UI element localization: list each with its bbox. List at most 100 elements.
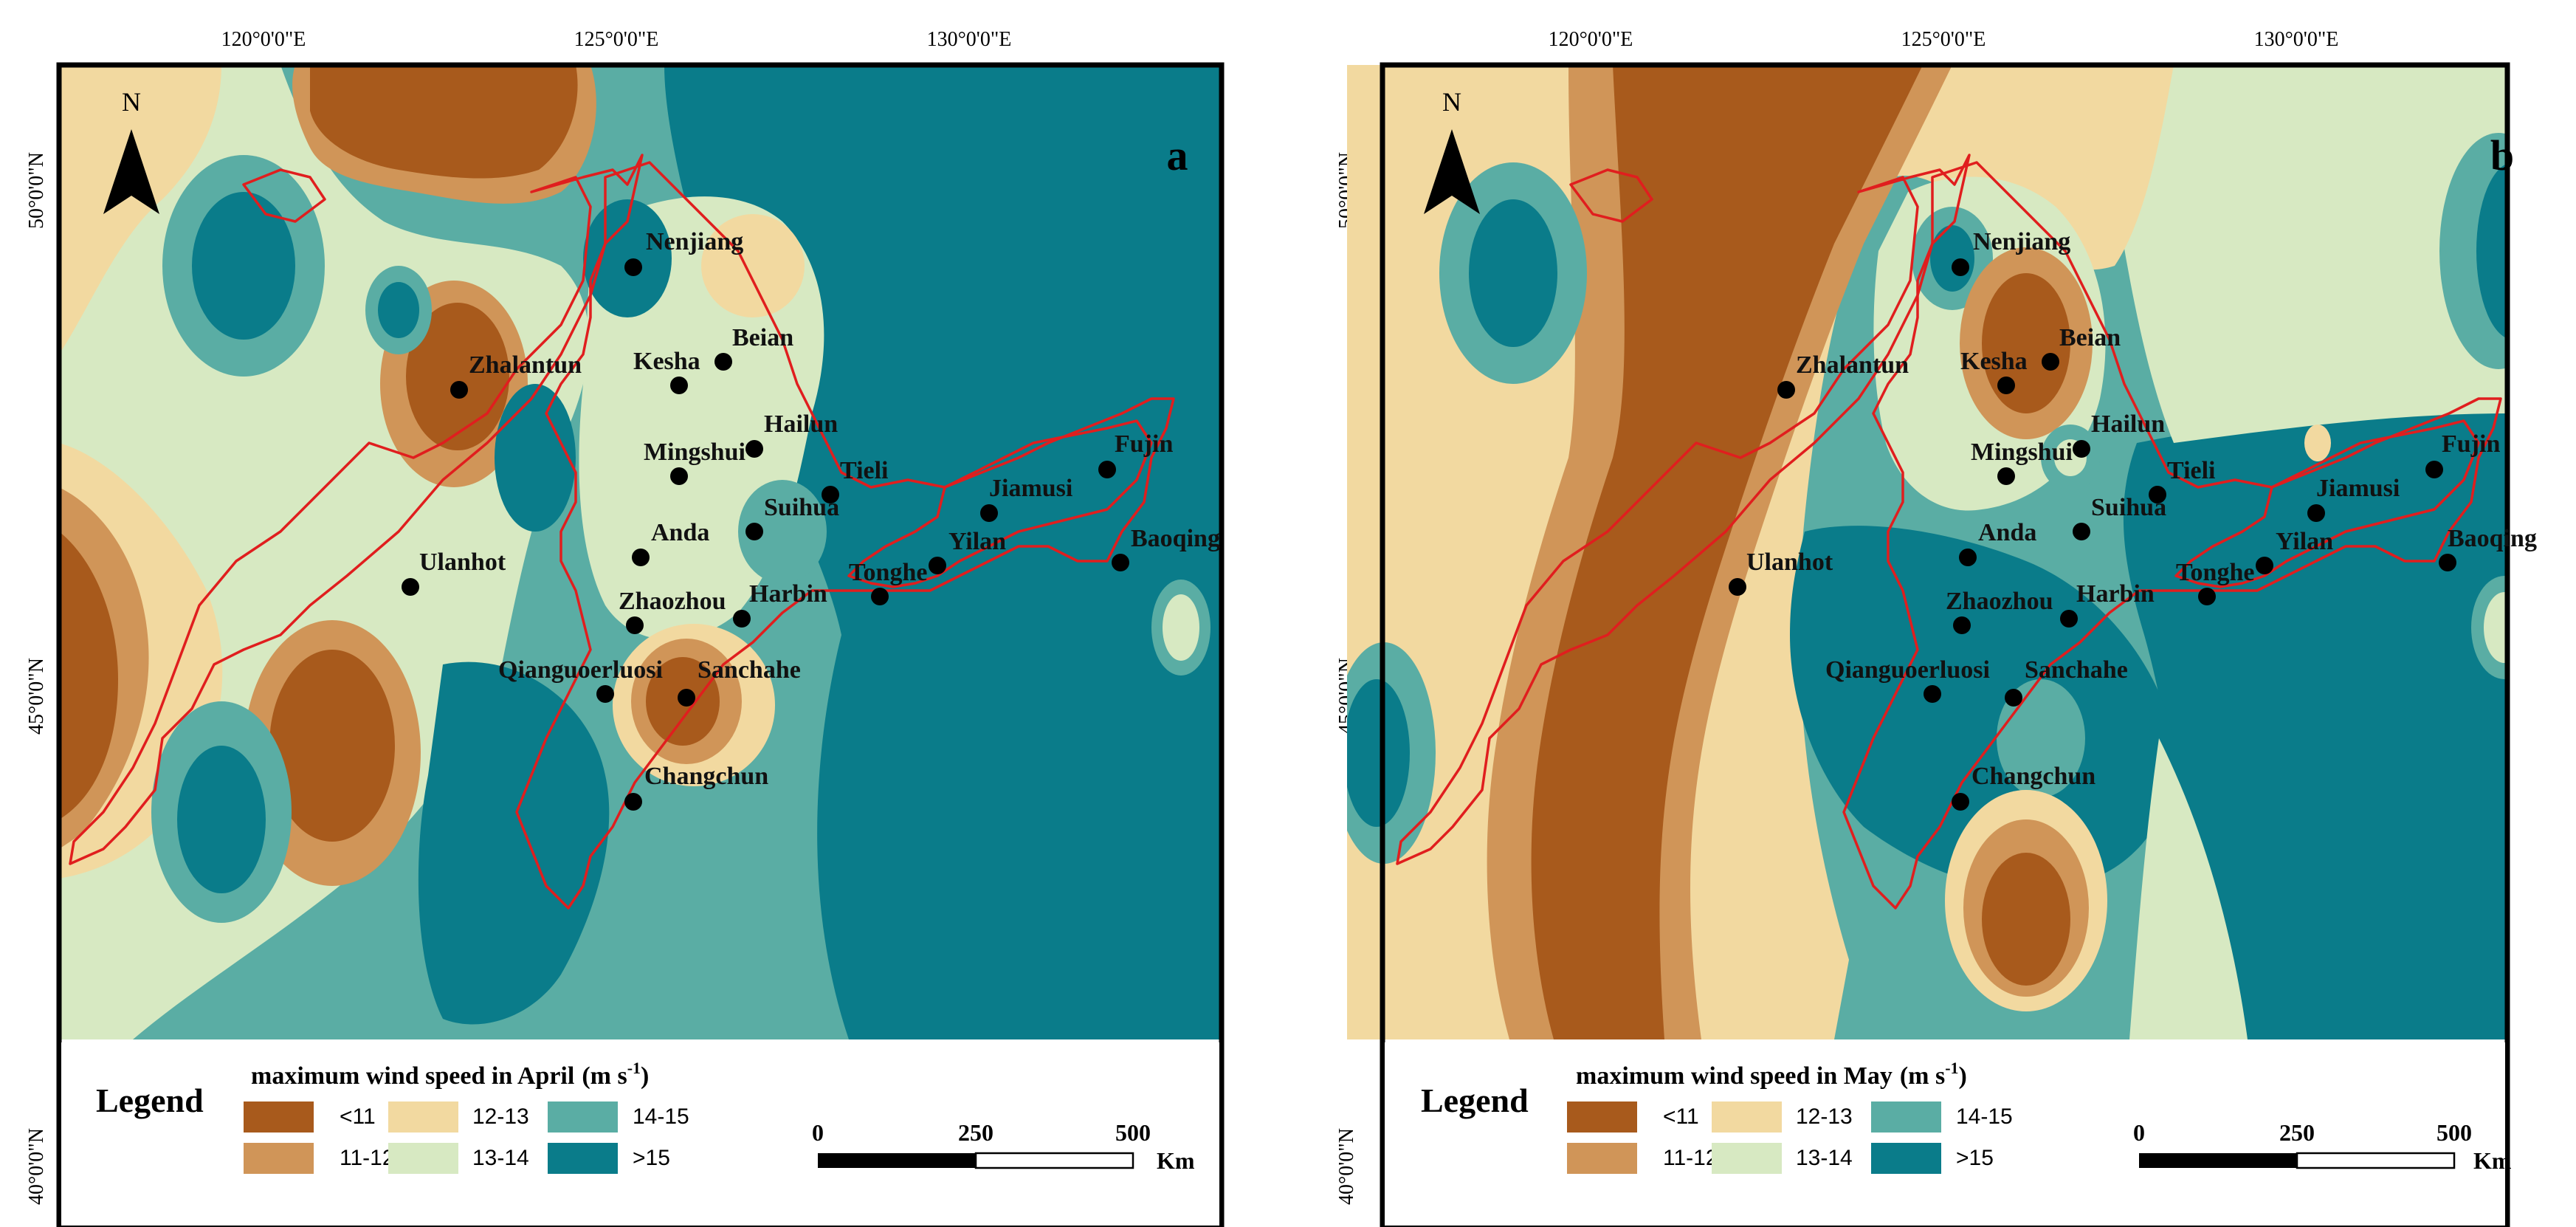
legend-swatch-12-13 — [1712, 1101, 1782, 1133]
city-label: Tieli — [2167, 457, 2216, 484]
city-marker — [1729, 578, 1746, 596]
legend-swatch-gt15 — [1871, 1143, 1941, 1174]
wind-surface-may — [1347, 65, 2510, 1039]
legend-swatch-gt15 — [548, 1143, 618, 1174]
city-marker — [2005, 689, 2022, 707]
legend-swatch-lt11 — [244, 1101, 314, 1133]
panel-letter: a — [1167, 131, 1188, 179]
legend-label: <11 — [340, 1104, 376, 1129]
city-marker — [1924, 685, 1941, 703]
city-marker — [2060, 610, 2078, 628]
city-label: Beian — [732, 324, 793, 351]
city-label: Changchun — [644, 763, 768, 790]
legend-label: 11-12 — [340, 1146, 395, 1170]
city-label: Qianguoerluosi — [1825, 656, 1990, 684]
city-label: Jiamusi — [2316, 475, 2400, 502]
city-label: Tieli — [840, 457, 889, 484]
legend-label: 14-15 — [633, 1104, 689, 1129]
city-label: Nenjiang — [646, 228, 743, 255]
city-label: Zhaozhou — [1946, 588, 2053, 615]
city-marker — [402, 578, 419, 596]
city-label: Hailun — [764, 410, 838, 438]
map-panel-may: 120°0'0"E 125°0'0"E 130°0'0"E 50°0'0"N 4… — [1288, 0, 2576, 1227]
city-marker — [2307, 504, 2325, 522]
legend-title: Legend — [96, 1082, 204, 1119]
city-marker — [1953, 616, 1971, 634]
svg-text:N: N — [1442, 87, 1461, 117]
city-label: Fujin — [1115, 430, 1173, 458]
city-label: Kesha — [633, 348, 700, 375]
svg-text:500: 500 — [2436, 1119, 2472, 1146]
city-marker — [2042, 353, 2059, 371]
city-marker — [678, 689, 695, 707]
city-label: Nenjiang — [1973, 228, 2070, 255]
legend-label: 12-13 — [472, 1104, 529, 1129]
svg-text:Km: Km — [1157, 1147, 1195, 1174]
city-label: Baoqing — [1131, 525, 1220, 552]
legend-label: 12-13 — [1796, 1104, 1853, 1129]
legend-title: Legend — [1421, 1082, 1529, 1119]
city-marker — [670, 377, 688, 394]
scale-bar: 0 250 500 Km — [812, 1119, 1195, 1174]
city-marker — [714, 353, 732, 371]
svg-text:250: 250 — [958, 1119, 993, 1146]
legend-label: >15 — [633, 1146, 670, 1170]
city-marker — [2073, 523, 2090, 540]
city-label: Ulanhot — [419, 549, 506, 576]
city-marker — [1952, 258, 1969, 276]
wind-surface-april — [59, 65, 1222, 1039]
panel-letter: b — [2490, 131, 2514, 179]
lon-tick-130: 130°0'0"E — [2254, 28, 2339, 51]
city-marker — [1997, 467, 2015, 485]
scale-bar: 0 250 500 Km — [2133, 1119, 2512, 1174]
legend-heading: maximum wind speed in April (m s-1) — [251, 1059, 649, 1090]
city-label: Harbin — [2076, 580, 2155, 608]
city-label: Zhalantun — [469, 351, 582, 379]
city-label: Baoqing — [2448, 525, 2537, 552]
city-label: Suihua — [2091, 494, 2166, 521]
north-arrow-icon: N — [1424, 87, 1480, 214]
city-marker — [1997, 377, 2015, 394]
legend-panel — [1385, 1042, 2505, 1226]
map-panel-april: 120°0'0"E 125°0'0"E 130°0'0"E 50°0'0"N 4… — [25, 28, 1225, 1227]
city-label: Tonghe — [2176, 559, 2254, 586]
city-label: Beian — [2059, 324, 2121, 351]
city-marker — [596, 685, 614, 703]
city-label: Anda — [1978, 519, 2036, 546]
city-marker — [871, 588, 889, 605]
city-label: Mingshui — [1971, 439, 2073, 466]
north-arrow-icon: N — [103, 87, 159, 214]
city-label: Qianguoerluosi — [498, 656, 663, 684]
city-label: Kesha — [1960, 348, 2028, 375]
lon-tick-125: 125°0'0"E — [1901, 28, 1986, 51]
city-marker — [1112, 554, 1129, 571]
city-marker — [2256, 557, 2273, 574]
lon-tick-120: 120°0'0"E — [1549, 28, 1633, 51]
lat-tick-40: 40°0'0"N — [25, 1128, 48, 1205]
svg-text:250: 250 — [2279, 1119, 2315, 1146]
legend-swatch-13-14 — [1712, 1143, 1782, 1174]
city-markers: Nenjiang Beian Kesha Zhalantun Hailun Mi… — [1729, 228, 2537, 811]
province-boundary — [69, 154, 1175, 910]
svg-text:0: 0 — [2133, 1119, 2145, 1146]
legend-swatch-11-12 — [244, 1143, 314, 1174]
lon-tick-125: 125°0'0"E — [574, 28, 659, 51]
city-marker — [670, 467, 688, 485]
legend-swatch-13-14 — [388, 1143, 458, 1174]
city-marker — [733, 610, 751, 628]
city-label: Mingshui — [644, 439, 745, 466]
city-marker — [822, 486, 839, 503]
legend-swatch-14-15 — [548, 1101, 618, 1133]
city-marker — [2425, 461, 2443, 478]
city-label: Zhaozhou — [619, 588, 726, 615]
city-label: Hailun — [2091, 410, 2165, 438]
city-label: Jiamusi — [989, 475, 1072, 502]
legend-label: 11-12 — [1663, 1146, 1718, 1170]
city-marker — [1952, 793, 1969, 811]
city-marker — [450, 381, 468, 399]
city-marker — [624, 793, 642, 811]
city-label: Suihua — [764, 494, 839, 521]
city-marker — [745, 523, 763, 540]
city-marker — [624, 258, 642, 276]
city-marker — [929, 557, 946, 574]
